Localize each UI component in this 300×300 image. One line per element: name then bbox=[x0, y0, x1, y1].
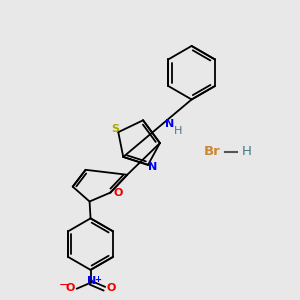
Text: N: N bbox=[148, 162, 158, 172]
Text: O: O bbox=[107, 283, 116, 293]
Text: H: H bbox=[174, 126, 182, 136]
Text: N: N bbox=[165, 119, 174, 129]
Text: N: N bbox=[87, 276, 96, 286]
Text: O: O bbox=[114, 188, 123, 198]
Text: −: − bbox=[58, 279, 69, 292]
Text: Br: Br bbox=[204, 146, 221, 158]
Text: O: O bbox=[65, 283, 74, 293]
Text: S: S bbox=[111, 124, 119, 134]
Text: H: H bbox=[242, 146, 252, 158]
Text: +: + bbox=[94, 275, 101, 284]
